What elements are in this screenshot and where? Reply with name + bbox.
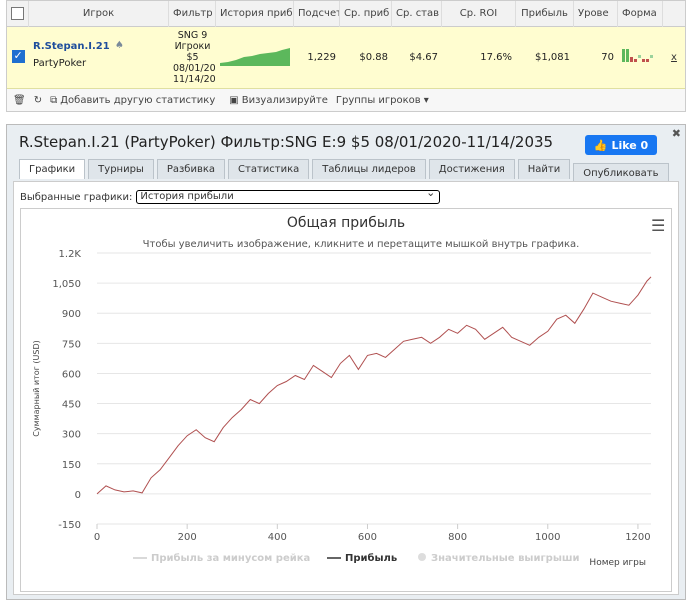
chevron-down-icon: ▾ [423, 94, 429, 106]
col-level[interactable]: Урове [574, 0, 618, 27]
row-checkbox-cell[interactable] [7, 49, 29, 66]
col-profit[interactable]: Прибыль [516, 0, 574, 27]
like-label: Like 0 [611, 138, 649, 152]
select-all-checkbox[interactable] [11, 6, 24, 20]
count-cell: 1,229 [307, 52, 336, 63]
close-icon[interactable]: ✖ [671, 127, 681, 140]
form-bars [622, 49, 653, 62]
filter-line-4: 08/01/20 [173, 63, 216, 74]
row-checkbox[interactable] [11, 49, 25, 63]
filter-line-2: Игроки [174, 41, 211, 52]
chart-title: Общая прибыль [287, 215, 405, 231]
y-tick-label: 1,050 [52, 279, 81, 290]
avg-stake-cell: $4.67 [409, 52, 438, 63]
table-header: Игрок Фильтр История прибі Подсчет Ср. п… [7, 0, 685, 27]
legend-item-big-wins: Значительные выигрыши [431, 553, 580, 564]
y-tick-label: 750 [62, 339, 81, 350]
add-stats-label: Добавить другую статистику [60, 94, 216, 106]
chart-svg[interactable]: Общая прибыль Чтобы увеличить изображение… [21, 209, 671, 591]
x-tick-label: 800 [448, 532, 467, 543]
player-site: PartyPoker [33, 57, 87, 69]
tab-content: Выбранные графики: История прибыли Общая… [13, 181, 679, 595]
remove-row-link[interactable]: x [671, 52, 677, 63]
level-cell: 70 [601, 52, 614, 63]
y-axis-label: Суммарный итог (USD) [32, 340, 41, 437]
y-tick-label: 900 [62, 309, 81, 320]
y-tick-label: 1.2K [59, 249, 82, 260]
panel-title: R.Stepan.I.21 (PartyPoker) Фильтр:SNG E:… [19, 133, 554, 151]
y-tick-label: 450 [62, 400, 81, 411]
x-tick-label: 1200 [625, 532, 650, 543]
player-name-link[interactable]: R.Stepan.I.21 [33, 40, 110, 52]
tab-tournaments[interactable]: Турниры [88, 159, 154, 179]
avg-profit-cell: $0.88 [359, 52, 388, 63]
avg-roi-cell: 17.6% [480, 52, 512, 63]
filter-cell: SNG 9 Игроки $5 08/01/20 11/14/20 [169, 30, 216, 85]
thumbs-up-icon: 👍 [593, 138, 608, 152]
col-avg-roi[interactable]: Ср. ROI [442, 0, 516, 27]
add-stats-button[interactable]: ⧉ Добавить другую статистику [50, 95, 215, 106]
tab-charts[interactable]: Графики [19, 159, 86, 179]
y-tick-label: 600 [62, 369, 81, 380]
x-tick-label: 0 [94, 532, 100, 543]
legend-item-profit: Прибыль [345, 552, 397, 564]
x-tick-label: 200 [178, 532, 197, 543]
player-detail-panel: R.Stepan.I.21 (PartyPoker) Фильтр:SNG E:… [6, 124, 686, 600]
player-groups-label: Группы игроков [335, 94, 421, 106]
chart-selector-label: Выбранные графики: [20, 191, 133, 203]
table-toolbar: 🗑 ↻ ⧉ Добавить другую статистику ▣ Визуали… [7, 89, 685, 111]
tab-leaderboards[interactable]: Таблицы лидеров [312, 159, 426, 179]
filter-line-5: 11/14/20 [173, 74, 216, 85]
profit-line [96, 276, 652, 495]
chart-subtitle: Чтобы увеличить изображение, кликните и … [143, 239, 580, 250]
add-stats-icon: ⧉ [50, 94, 58, 106]
tab-breakdown[interactable]: Разбивка [156, 159, 226, 179]
player-rank-icon[interactable]: ♠ [115, 39, 124, 51]
x-tick-label: 1000 [535, 532, 560, 543]
tab-statistics[interactable]: Статистика [228, 159, 310, 179]
refresh-icon[interactable]: ↻ [33, 94, 43, 106]
tab-find[interactable]: Найти [517, 159, 571, 179]
col-count[interactable]: Подсчет [294, 0, 340, 27]
history-sparkline [220, 48, 290, 66]
history-sparkline-cell[interactable] [216, 46, 294, 69]
player-cell[interactable]: R.Stepan.I.21 PartyPoker ♠ [29, 27, 169, 89]
stats-table: Игрок Фильтр История прибі Подсчет Ср. п… [6, 0, 686, 112]
col-filter[interactable]: Фильтр [169, 0, 216, 27]
chart-select[interactable]: История прибыли [136, 187, 441, 204]
facebook-like-button[interactable]: 👍 Like 0 [585, 135, 657, 155]
form-cell [618, 47, 663, 68]
col-avg-stake[interactable]: Ср. став [392, 0, 442, 27]
chart-menu-icon[interactable]: ☰ [651, 216, 665, 235]
x-tick-label: 600 [358, 532, 377, 543]
col-player[interactable]: Игрок [29, 0, 169, 27]
panel-tabs: Графики Турниры Разбивка Статистика Табл… [19, 159, 669, 183]
tab-achievements[interactable]: Достижения [428, 159, 515, 179]
col-form[interactable]: Форма [618, 0, 663, 27]
trash-icon[interactable]: 🗑 [13, 94, 26, 106]
filter-line-1: SNG 9 [177, 30, 208, 41]
col-actions [663, 1, 685, 27]
x-tick-label: 400 [268, 532, 287, 543]
image-icon: ▣ [229, 94, 239, 106]
visualize-label: Визуализируйте [241, 94, 328, 106]
x-axis-label: Номер игры [589, 558, 646, 568]
col-history[interactable]: История прибі [216, 0, 294, 27]
y-tick-label: 300 [62, 430, 81, 441]
filter-line-3: $5 [186, 52, 199, 63]
player-groups-dropdown[interactable]: Группы игроков ▾ [336, 95, 429, 106]
select-all-cell[interactable] [7, 0, 29, 27]
table-row[interactable]: R.Stepan.I.21 PartyPoker ♠ SNG 9 Игроки … [7, 27, 685, 89]
profit-cell: $1,081 [535, 52, 570, 63]
col-avg-profit[interactable]: Ср. приб [340, 0, 392, 27]
visualize-button[interactable]: ▣ Визуализируйте [229, 95, 328, 106]
chart-selector-row: Выбранные графики: История прибыли [20, 187, 441, 204]
y-tick-label: 0 [75, 490, 81, 501]
legend-swatch-big-wins [418, 553, 426, 561]
legend-item-rake: Прибыль за минусом рейка [151, 552, 310, 564]
y-tick-label: 150 [62, 460, 81, 471]
profit-chart[interactable]: Общая прибыль Чтобы увеличить изображение… [20, 208, 672, 592]
y-tick-label: -150 [58, 520, 81, 531]
publish-button[interactable]: Опубликовать [573, 163, 669, 183]
